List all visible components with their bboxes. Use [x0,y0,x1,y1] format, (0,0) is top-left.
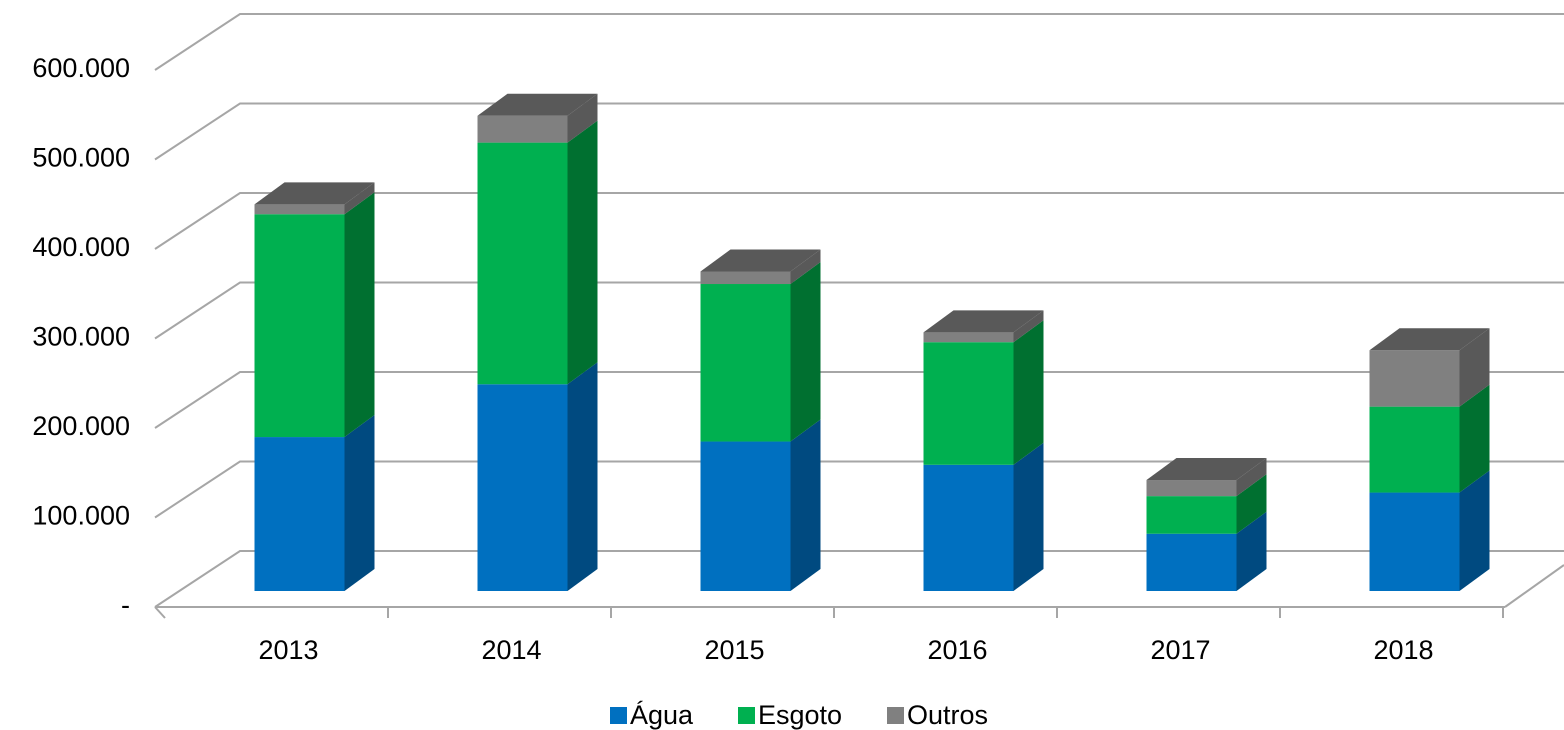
bar-segment [1369,350,1460,407]
bar-segment [254,214,345,438]
grid-line [154,192,1564,250]
bar-segment [923,332,1014,343]
grid-line [154,281,1564,340]
legend-label: Outros [907,700,988,730]
grid-line [154,102,1564,161]
x-tick-label: 2017 [1150,635,1210,665]
x-tick [154,606,166,619]
y-tick-label: 400.000 [32,232,130,262]
bar-top [1369,328,1490,351]
grid-line [154,371,1564,429]
bar-side [1236,511,1267,591]
y-tick-label: 500.000 [32,143,130,173]
bar-segment [700,441,791,591]
bar-segment [477,115,568,143]
bar-top [477,93,598,116]
bar-side [1236,458,1267,497]
bar-side [344,192,375,438]
bar-side [344,415,375,591]
bar-segment [477,384,568,591]
x-tick-label: 2015 [704,635,764,665]
bar-side [790,249,821,285]
legend-label: Água [630,700,694,730]
x-tick-label: 2014 [481,635,541,665]
bar-segment [1146,533,1237,591]
floor-right [1504,564,1564,608]
bar-side [1013,310,1044,343]
bar-side [1459,384,1490,493]
legend-swatch [887,707,904,724]
bar-side [567,362,598,591]
legend-swatch [738,707,755,724]
y-tick-label: 100.000 [32,501,130,531]
y-tick-label: 200.000 [32,411,130,441]
bar-side [567,120,598,385]
x-tick-label: 2013 [258,635,318,665]
bar-side [1236,474,1267,534]
grid-line [154,460,1564,519]
bar-segment [1146,496,1237,534]
y-tick-label: 600.000 [32,53,130,83]
bar-top [923,310,1044,333]
bar-side [1459,470,1490,591]
bar-side [1013,442,1044,591]
bar-segment [1369,406,1460,493]
y-tick-label: 300.000 [32,322,130,352]
bar-segment [254,204,345,215]
bar-side [1013,320,1044,465]
bar-top [700,249,821,272]
bar-side [567,93,598,143]
bar-segment [923,342,1014,465]
bar-segment [700,271,791,285]
bar-segment [700,284,791,442]
bar-top [254,182,375,205]
grid-line [154,13,1564,71]
bar-segment [1369,492,1460,591]
x-tick-label: 2016 [927,635,987,665]
bar-side [790,262,821,442]
bar-side [1459,328,1490,407]
grid-line [154,550,1564,608]
bar-side [344,182,375,215]
bar-top [1146,458,1267,481]
bar-segment [1146,480,1237,497]
y-tick-label: - [121,590,130,620]
legend-label: Esgoto [758,700,842,730]
bar-segment [923,464,1014,591]
legend-swatch [610,707,627,724]
x-tick-label: 2018 [1373,635,1433,665]
bar-side [790,419,821,591]
bar-segment [254,437,345,591]
bar-segment [477,142,568,385]
